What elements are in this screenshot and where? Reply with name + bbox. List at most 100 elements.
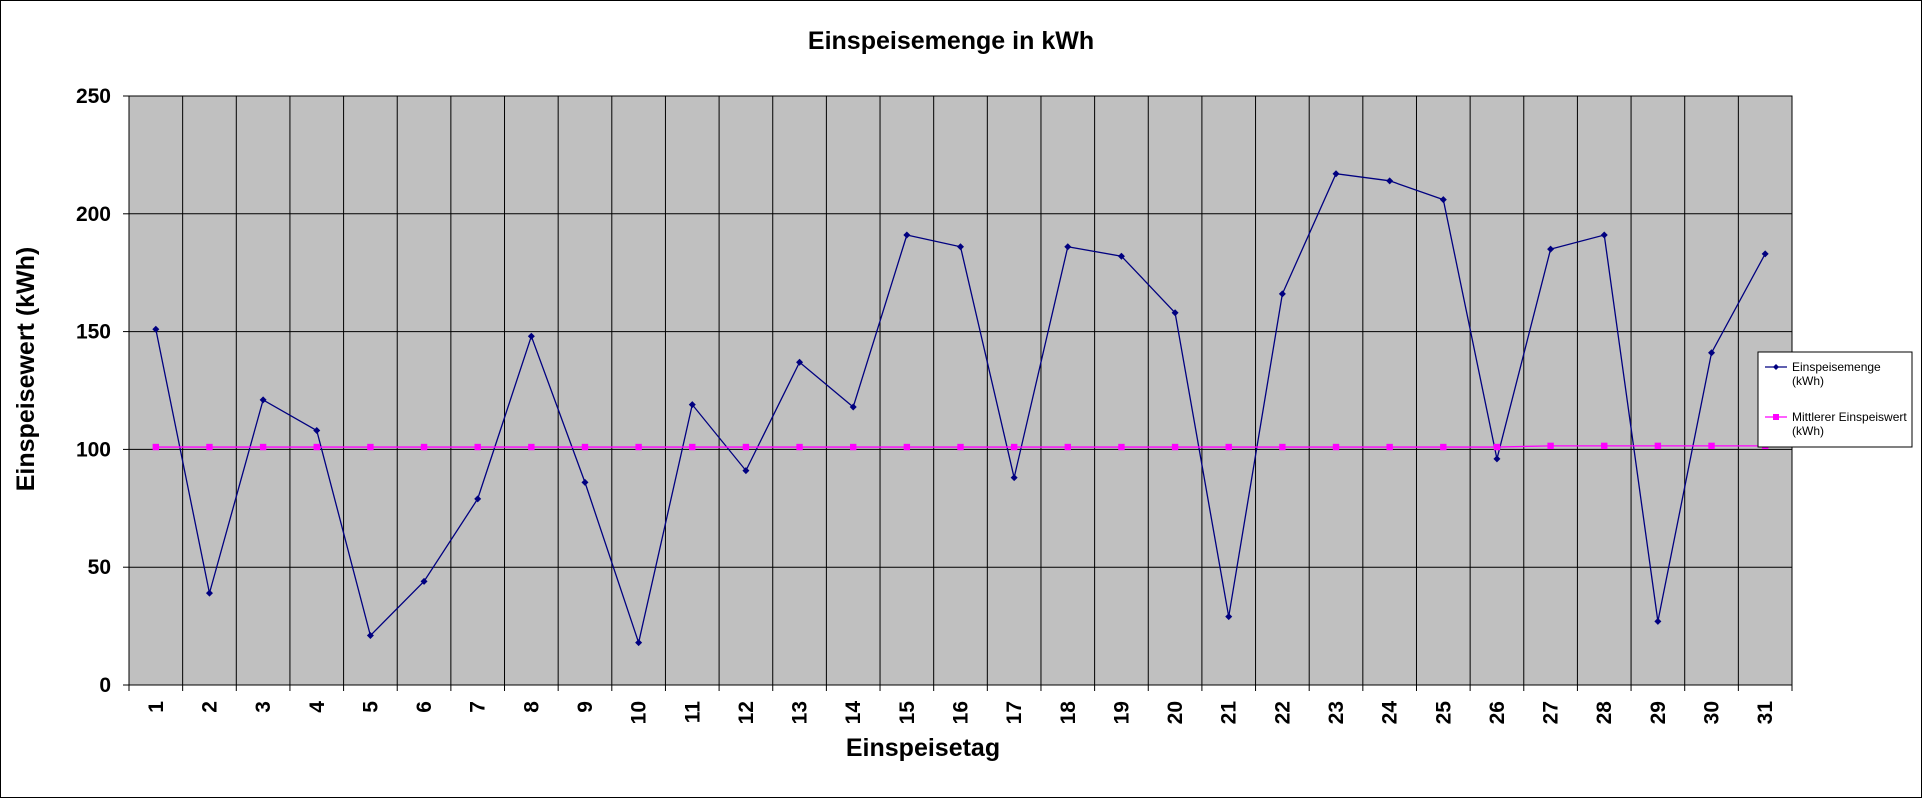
- data-point-square: [259, 443, 267, 451]
- data-point-square: [689, 443, 696, 451]
- data-point-diamond: [1064, 243, 1072, 251]
- x-tick-label: 19: [1110, 701, 1133, 724]
- legend-label: Einspeisemenge: [1792, 360, 1881, 374]
- y-axis-title: Einspeisewert (kWh): [12, 247, 40, 492]
- x-tick-label: 26: [1486, 701, 1509, 724]
- y-tick-label: 250: [76, 85, 111, 108]
- data-point-diamond: [1010, 474, 1018, 482]
- data-point-square: [957, 443, 964, 451]
- x-tick-label: 7: [467, 701, 490, 713]
- data-point-diamond: [742, 467, 750, 475]
- x-tick-label: 17: [1003, 701, 1026, 724]
- x-tick-label: 27: [1540, 701, 1563, 724]
- data-point-diamond: [635, 639, 643, 647]
- x-tick-label: 28: [1593, 701, 1616, 725]
- data-point-diamond: [527, 332, 535, 340]
- series-1: [152, 170, 1769, 647]
- data-point-square: [1225, 443, 1232, 451]
- x-tick-label: 18: [1057, 701, 1080, 725]
- y-tick-label: 100: [76, 438, 111, 461]
- x-tick-label: 8: [520, 701, 543, 713]
- x-tick-label: 20: [1164, 701, 1187, 724]
- data-point-diamond: [1386, 177, 1394, 185]
- legend-label: (kWh): [1792, 374, 1824, 388]
- x-tick-label: 24: [1379, 701, 1402, 725]
- x-tick-label: 31: [1754, 701, 1777, 725]
- x-tick-label: 2: [198, 701, 221, 713]
- x-tick-label: 15: [896, 701, 919, 725]
- x-tick-label: 4: [306, 701, 329, 713]
- x-tick-label: 3: [252, 701, 275, 713]
- data-point-diamond: [259, 396, 267, 404]
- data-point-square: [1708, 442, 1715, 450]
- grid-lines: [129, 95, 1793, 685]
- data-point-diamond: [1117, 252, 1125, 260]
- data-point-square: [1279, 443, 1286, 451]
- data-point-diamond: [1278, 290, 1286, 298]
- data-point-square: [635, 443, 642, 451]
- data-point-diamond: [1708, 349, 1716, 357]
- x-tick-label: 1: [145, 701, 168, 713]
- x-tick-label: 23: [1325, 701, 1348, 724]
- data-point-diamond: [420, 577, 428, 585]
- data-point-diamond: [1654, 617, 1662, 625]
- series-2: [152, 442, 1769, 451]
- data-point-diamond: [957, 243, 964, 251]
- data-point-square: [1118, 443, 1125, 451]
- data-point-square: [1064, 443, 1071, 451]
- data-point-square: [1010, 443, 1018, 451]
- x-tick-label: 16: [950, 701, 973, 724]
- data-point-square: [1440, 443, 1447, 451]
- x-tick-label: 22: [1271, 701, 1294, 724]
- x-tick-label: 21: [1218, 701, 1241, 725]
- data-point-square: [1654, 442, 1662, 450]
- data-point-diamond: [1600, 231, 1608, 239]
- data-point-square: [474, 443, 481, 451]
- data-point-square: [1171, 443, 1179, 451]
- data-point-diamond: [688, 401, 696, 409]
- x-tick-label: 6: [413, 701, 436, 713]
- data-point-diamond: [1547, 245, 1555, 253]
- x-tick-label: 11: [681, 701, 704, 724]
- data-point-diamond: [1225, 613, 1233, 621]
- data-point-diamond: [474, 495, 482, 503]
- data-point-diamond: [1493, 455, 1501, 463]
- data-point-diamond: [849, 403, 857, 411]
- x-tick-label: 9: [574, 701, 597, 713]
- data-point-diamond: [205, 589, 213, 597]
- data-point-square: [1493, 443, 1501, 451]
- data-point-square: [1332, 443, 1340, 451]
- data-point-square: [1601, 442, 1608, 450]
- x-tick-label: 5: [359, 701, 382, 713]
- chart-title: Einspeisemenge in kWh: [808, 27, 1094, 55]
- data-point-diamond: [1761, 250, 1769, 258]
- data-point-diamond: [1171, 309, 1179, 317]
- x-tick-label: 10: [628, 701, 651, 724]
- y-tick-label: 200: [76, 203, 111, 226]
- x-tick-label: 25: [1432, 701, 1455, 725]
- data-point-square: [742, 443, 750, 451]
- data-point-diamond: [313, 427, 321, 435]
- data-point-square: [420, 443, 428, 451]
- data-point-diamond: [581, 478, 589, 486]
- data-point-diamond: [1332, 170, 1340, 178]
- data-point-diamond: [903, 231, 911, 239]
- data-point-square: [152, 443, 160, 451]
- y-tick-label: 0: [99, 674, 111, 697]
- data-point-square: [367, 443, 374, 451]
- data-point-square: [850, 443, 857, 451]
- legend-label: (kWh): [1792, 424, 1824, 438]
- series-layer: [152, 170, 1769, 647]
- data-point-square: [581, 443, 589, 451]
- legend: Einspeisemenge(kWh)Mittlerer Einspeiswer…: [1757, 351, 1913, 448]
- x-tick-label: 30: [1701, 701, 1724, 724]
- x-axis-title: Einspeisetag: [846, 734, 1000, 762]
- legend-box: [1757, 351, 1913, 448]
- data-point-square: [206, 443, 213, 451]
- x-tick-label: 13: [789, 701, 812, 724]
- data-point-square: [796, 443, 803, 451]
- data-point-square: [313, 443, 320, 451]
- x-tick-label: 14: [842, 701, 865, 725]
- data-point-diamond: [1439, 196, 1447, 204]
